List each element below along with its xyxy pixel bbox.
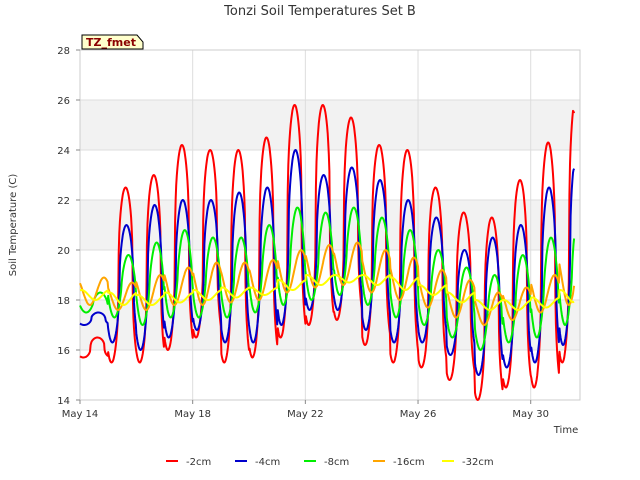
series-lines	[79, 104, 576, 401]
legend-label: -2cm	[186, 457, 211, 468]
y-tick-label: 14	[57, 396, 70, 407]
series-line-minus-4cm	[79, 149, 576, 376]
legend-label: -4cm	[255, 457, 280, 468]
background-band	[80, 300, 580, 350]
series-line-minus-2cm	[79, 104, 576, 401]
y-tick-label: 28	[57, 46, 70, 57]
background-band	[80, 100, 580, 150]
series-line-minus-32cm	[79, 274, 575, 311]
chart-title: Tonzi Soil Temperatures Set B	[223, 4, 416, 19]
plot-area	[79, 49, 581, 401]
x-tick-label: May 18	[174, 409, 211, 420]
y-axis-label: Soil Temperature (C)	[8, 174, 19, 277]
badge-label: TZ_fmet	[86, 36, 136, 49]
badge-box	[81, 34, 144, 50]
y-tick-label: 18	[57, 296, 70, 307]
series-line-minus-16cm	[79, 241, 576, 326]
y-tick-label: 16	[57, 346, 70, 357]
y-tick-label: 26	[57, 96, 70, 107]
x-axis-label: Time	[553, 425, 578, 436]
series-line-minus-8cm	[79, 206, 576, 351]
legend-label: -32cm	[462, 457, 494, 468]
y-tick-label: 22	[57, 196, 70, 207]
y-axis-ticks: 14 16 18 20 22 24 26 28	[57, 46, 80, 407]
x-tick-label: May 14	[62, 409, 99, 420]
y-tick-label: 20	[57, 246, 70, 257]
y-tick-label: 24	[57, 146, 70, 157]
x-tick-label: May 30	[512, 409, 549, 420]
badge: TZ_fmet	[81, 34, 144, 50]
x-tick-label: May 26	[400, 409, 437, 420]
legend-label: -16cm	[393, 457, 425, 468]
legend: -2cm -4cm -8cm -16cm -32cm	[166, 457, 494, 468]
legend-label: -8cm	[324, 457, 349, 468]
x-axis-ticks: May 14 May 18 May 22 May 26 May 30	[62, 400, 549, 420]
x-tick-label: May 22	[287, 409, 324, 420]
